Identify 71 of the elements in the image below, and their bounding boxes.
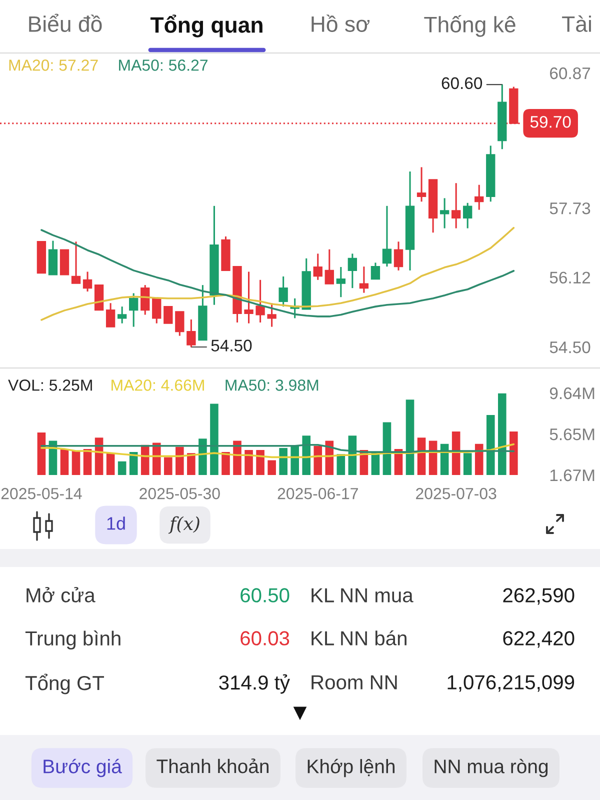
y-tick-label: 5.65M [550, 428, 594, 440]
text: MA20: 4.66M [112, 380, 204, 391]
text: Room NN [312, 675, 397, 690]
candlestick [370, 262, 380, 280]
candlestick [82, 270, 92, 292]
text: MA50: 3.98M [226, 380, 318, 391]
candlestick [140, 284, 150, 316]
y-tick-label: 1.67M [550, 469, 594, 482]
text: 1d [107, 516, 125, 530]
text: 1,076,215,099 [448, 675, 574, 692]
text: Biểu đồ [29, 14, 102, 32]
annotation: 60.60 [442, 77, 482, 90]
text: Hồ sơ [312, 14, 370, 32]
x-tick-label: 2025-05-14 [1, 488, 82, 500]
y-tick-label: 9.64M [550, 387, 594, 400]
candlestick [117, 306, 127, 324]
candlestick [106, 302, 116, 328]
line-series [40, 443, 515, 458]
candlestick [267, 302, 276, 328]
y-tick-label: 54.50 [550, 341, 590, 354]
x-tick-label: 2025-07-03 [416, 488, 496, 500]
text: Trung bình [25, 630, 120, 650]
candlestick [463, 202, 472, 230]
candlestick [336, 266, 346, 298]
candlestick [152, 298, 162, 324]
text: Thống kê [424, 15, 516, 37]
text: 622,420 [503, 631, 574, 648]
text: 314.9 tỷ [219, 674, 290, 694]
candlestick [278, 276, 288, 308]
candlestick [382, 205, 392, 268]
annotation: 54.50 [211, 340, 252, 352]
y-tick-label: 57.73 [550, 202, 590, 214]
candlestick [186, 318, 196, 347]
text: Tài [562, 15, 591, 32]
text: 262,590 [503, 588, 574, 605]
text: NN mua ròng [434, 758, 548, 778]
candlestick [313, 252, 322, 281]
text: Bước giá [44, 758, 122, 778]
candlestick [416, 166, 426, 202]
y-tick-label: 56.12 [550, 272, 590, 284]
candlestick [129, 292, 138, 328]
candlestick [451, 182, 461, 230]
text: 60.50 [240, 588, 290, 602]
candlestick [359, 266, 369, 294]
text: 60.03 [240, 631, 290, 646]
text: Thanh khoản [156, 758, 268, 774]
text: f(x) [168, 516, 200, 534]
ref-line-label: 59.70 [530, 116, 571, 128]
x-tick-label: 2025-05-30 [140, 488, 220, 500]
candlestick [324, 248, 334, 285]
candlestick [440, 197, 450, 230]
text: Mở cửa [26, 586, 96, 602]
candlestick [256, 279, 265, 324]
candlestick [244, 270, 254, 324]
text: KL NN bán [312, 630, 406, 646]
text: MA20: 57.27 [9, 60, 98, 71]
candlestick [348, 252, 358, 289]
text: MA50: 56.27 [119, 60, 208, 71]
candlestick [164, 306, 173, 324]
line-series [40, 444, 515, 453]
y-tick-label: 60.87 [550, 67, 590, 80]
candlestick [474, 184, 484, 211]
text: Tổng GT [25, 674, 104, 694]
candlestick [175, 310, 184, 337]
candlestick [394, 240, 404, 272]
text: Khớp lệnh [308, 758, 394, 778]
chart-title: VOL: 5.25M [8, 380, 92, 391]
text: KL NN mua [312, 588, 414, 602]
text: Tổng quan [150, 14, 262, 38]
candlestick [71, 240, 81, 284]
x-tick-label: 2025-06-17 [278, 488, 358, 500]
